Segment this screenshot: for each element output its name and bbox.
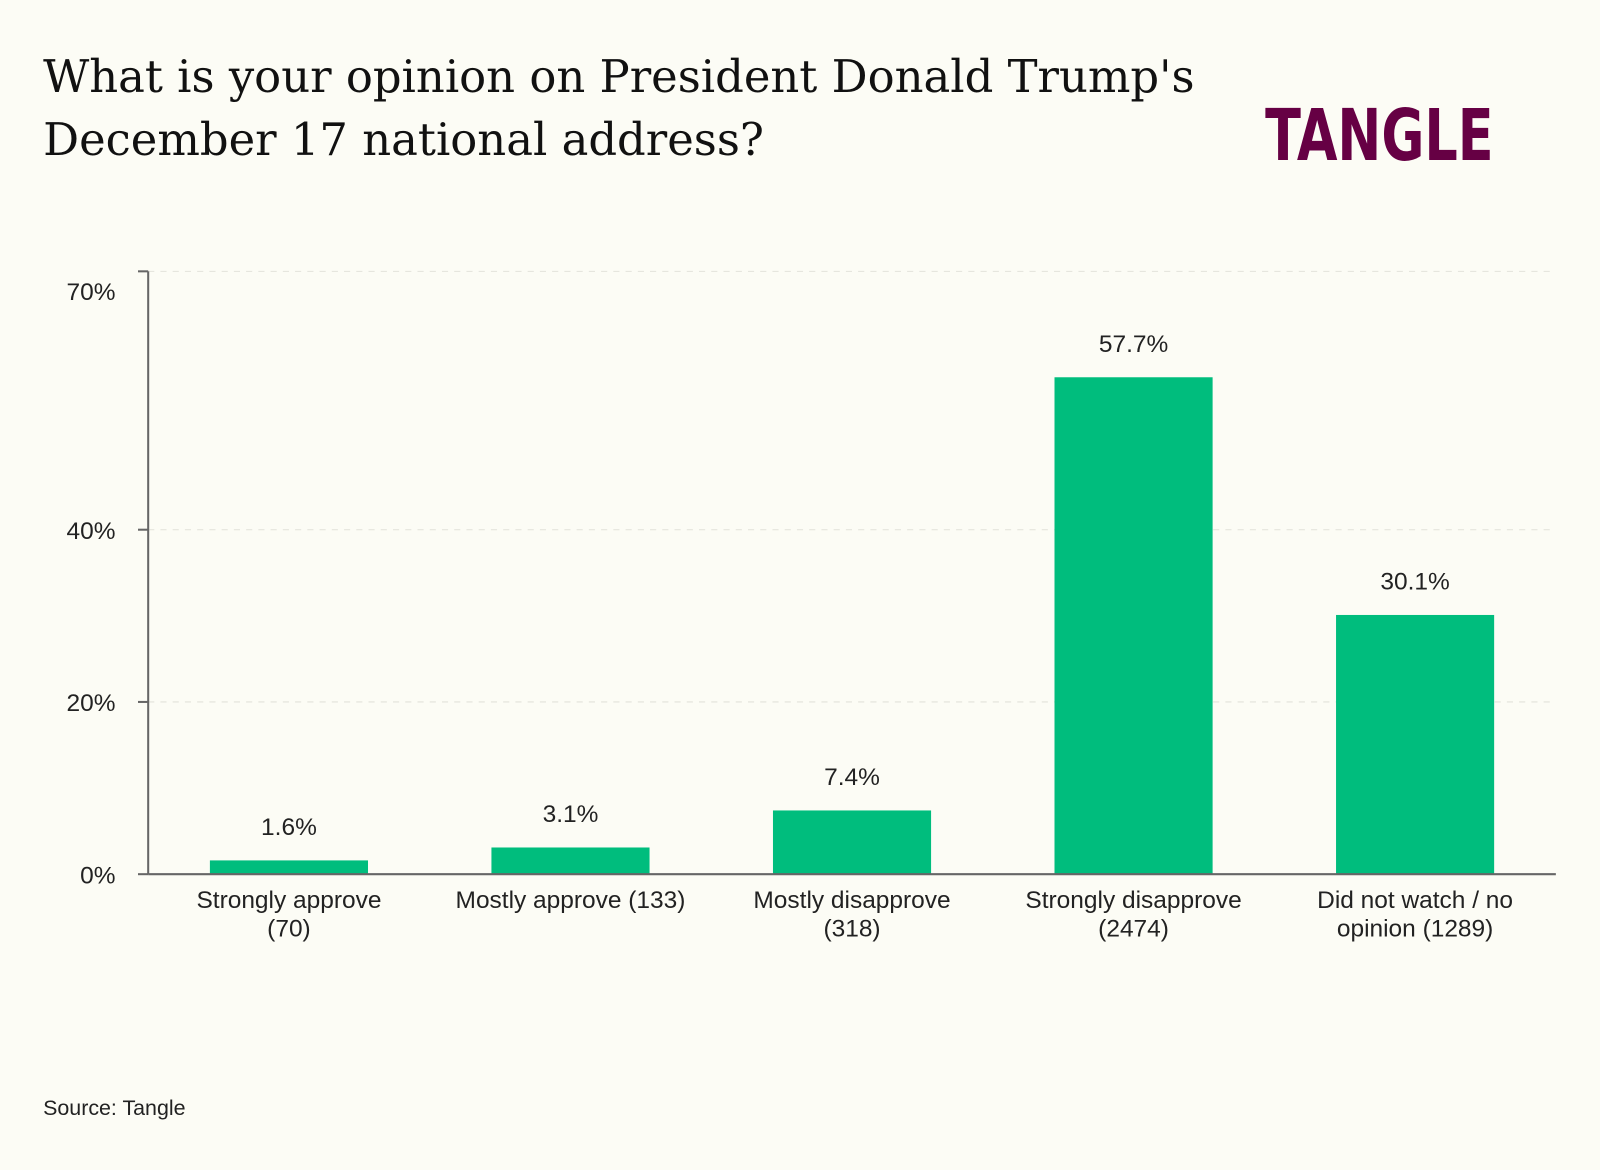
x-tick-label: (318) (823, 915, 880, 942)
x-tick-label: (70) (267, 915, 311, 942)
logo-text: TANGLE (1265, 94, 1493, 177)
bar (491, 847, 650, 875)
chart-title-line-1: What is your opinion on President Donald… (43, 50, 1194, 103)
source-note: Source: Tangle (43, 1096, 185, 1120)
x-tick-label: Did not watch / no (1317, 887, 1513, 914)
x-tick-label: opinion (1289) (1337, 915, 1493, 942)
bar (1336, 614, 1495, 875)
chart-title-line-2: December 17 national address? (43, 113, 764, 166)
bar (772, 810, 932, 875)
data-label: 1.6% (261, 814, 317, 841)
data-label: 3.1% (543, 801, 599, 828)
y-tick-label: 0% (80, 862, 115, 889)
y-tick-label: 40% (67, 518, 116, 545)
x-tick-label: Strongly disapprove (1025, 887, 1241, 914)
bar (1054, 377, 1213, 875)
tangle-logo: TANGLE (1265, 94, 1493, 177)
x-tick-label: (2474) (1098, 915, 1169, 942)
bar (209, 860, 369, 875)
y-tick-label: 20% (67, 690, 116, 717)
data-label: 7.4% (824, 764, 880, 791)
plot-area: 0% 20% 40% 70% 1.6% Strongly approve(70) 3.1% M… (67, 270, 1556, 942)
x-tick-label: Mostly approve (133) (456, 887, 686, 914)
data-label: 57.7% (1099, 331, 1168, 358)
data-label: 30.1% (1380, 568, 1449, 595)
y-tick-label: 70% (67, 279, 116, 306)
x-tick-label: Mostly disapprove (753, 887, 950, 914)
x-tick-label: Strongly approve (196, 887, 381, 914)
